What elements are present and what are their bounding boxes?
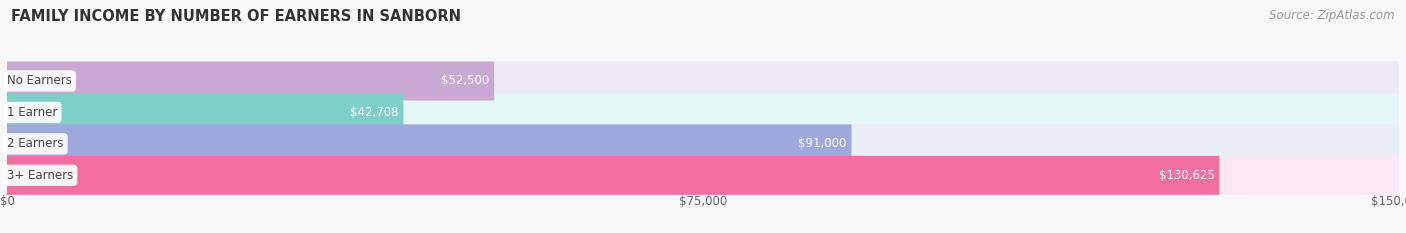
Text: $42,708: $42,708 — [350, 106, 399, 119]
Text: 1 Earner: 1 Earner — [7, 106, 58, 119]
FancyBboxPatch shape — [7, 62, 1399, 100]
Text: 2 Earners: 2 Earners — [7, 137, 63, 150]
FancyBboxPatch shape — [7, 156, 1399, 195]
Text: $91,000: $91,000 — [799, 137, 846, 150]
Text: No Earners: No Earners — [7, 75, 72, 87]
FancyBboxPatch shape — [7, 156, 1219, 195]
FancyBboxPatch shape — [7, 93, 1399, 132]
Text: Source: ZipAtlas.com: Source: ZipAtlas.com — [1270, 9, 1395, 22]
Text: 3+ Earners: 3+ Earners — [7, 169, 73, 182]
Text: $130,625: $130,625 — [1159, 169, 1215, 182]
FancyBboxPatch shape — [7, 124, 852, 163]
FancyBboxPatch shape — [7, 93, 404, 132]
FancyBboxPatch shape — [7, 62, 495, 100]
Text: $52,500: $52,500 — [441, 75, 489, 87]
FancyBboxPatch shape — [7, 124, 1399, 163]
Text: FAMILY INCOME BY NUMBER OF EARNERS IN SANBORN: FAMILY INCOME BY NUMBER OF EARNERS IN SA… — [11, 9, 461, 24]
